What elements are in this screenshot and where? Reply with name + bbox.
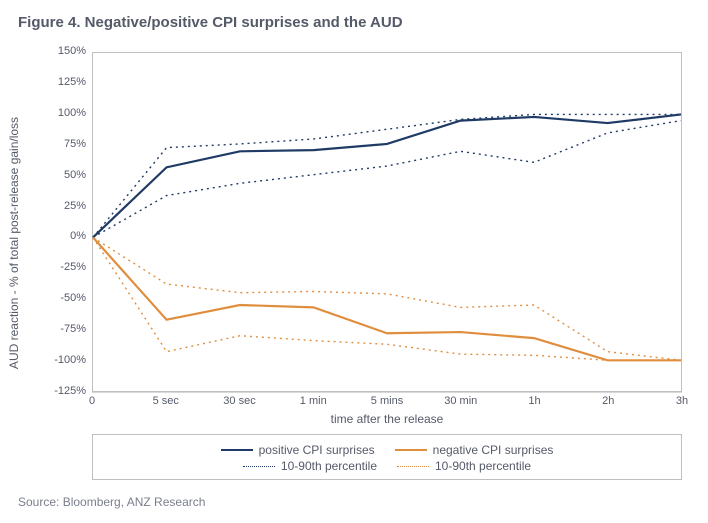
- series-line: [93, 114, 681, 237]
- chart-title: Figure 4. Negative/positive CPI surprise…: [18, 14, 403, 31]
- y-tick-label: 50%: [38, 169, 86, 181]
- series-line: [93, 121, 681, 238]
- legend-swatch: [395, 449, 427, 451]
- gridline: [92, 392, 682, 393]
- x-tick-label: 5 mins: [371, 395, 403, 407]
- series-line: [93, 114, 681, 237]
- x-tick-label: 30 min: [444, 395, 477, 407]
- x-tick-label: 5 sec: [153, 395, 179, 407]
- chart-container: AUD reaction - % of total post-release g…: [18, 44, 690, 442]
- plot-area: [92, 52, 682, 392]
- legend-label: 10-90th percentile: [435, 459, 531, 473]
- legend-label: negative CPI surprises: [433, 443, 554, 457]
- y-tick-label: -75%: [38, 323, 86, 335]
- source-text: Source: Bloomberg, ANZ Research: [18, 495, 205, 509]
- legend-swatch: [221, 449, 253, 451]
- legend-row: positive CPI surprises negative CPI surpr…: [101, 443, 673, 457]
- y-tick-label: 75%: [38, 138, 86, 150]
- legend-label: 10-90th percentile: [281, 459, 377, 473]
- legend-label: positive CPI surprises: [259, 443, 375, 457]
- x-tick-label: 0: [89, 395, 95, 407]
- legend-swatch: [243, 466, 275, 467]
- series-line: [93, 237, 681, 360]
- x-axis-label: time after the release: [92, 412, 682, 426]
- y-tick-label: 25%: [38, 200, 86, 212]
- y-tick-label: 0%: [38, 230, 86, 242]
- legend: positive CPI surprises negative CPI surpr…: [92, 434, 682, 480]
- y-tick-label: -25%: [38, 261, 86, 273]
- legend-swatch: [397, 466, 429, 467]
- y-tick-label: -50%: [38, 292, 86, 304]
- series-line: [93, 237, 681, 360]
- y-tick-label: -100%: [38, 354, 86, 366]
- x-tick-label: 3h: [676, 395, 688, 407]
- y-tick-label: 100%: [38, 107, 86, 119]
- series-line: [93, 237, 681, 360]
- x-tick-label: 30 sec: [223, 395, 255, 407]
- x-tick-label: 1 min: [300, 395, 327, 407]
- x-tick-label: 2h: [602, 395, 614, 407]
- legend-row: 10-90th percentile 10-90th percentile: [101, 459, 673, 473]
- legend-item: negative CPI surprises: [395, 443, 554, 457]
- legend-item: 10-90th percentile: [397, 459, 531, 473]
- x-tick-label: 1h: [528, 395, 540, 407]
- y-axis-label: AUD reaction - % of total post-release g…: [7, 117, 21, 369]
- y-tick-label: -125%: [38, 385, 86, 397]
- y-tick-label: 150%: [38, 45, 86, 57]
- y-tick-label: 125%: [38, 76, 86, 88]
- line-plot: [93, 53, 681, 391]
- legend-item: positive CPI surprises: [221, 443, 375, 457]
- legend-item: 10-90th percentile: [243, 459, 377, 473]
